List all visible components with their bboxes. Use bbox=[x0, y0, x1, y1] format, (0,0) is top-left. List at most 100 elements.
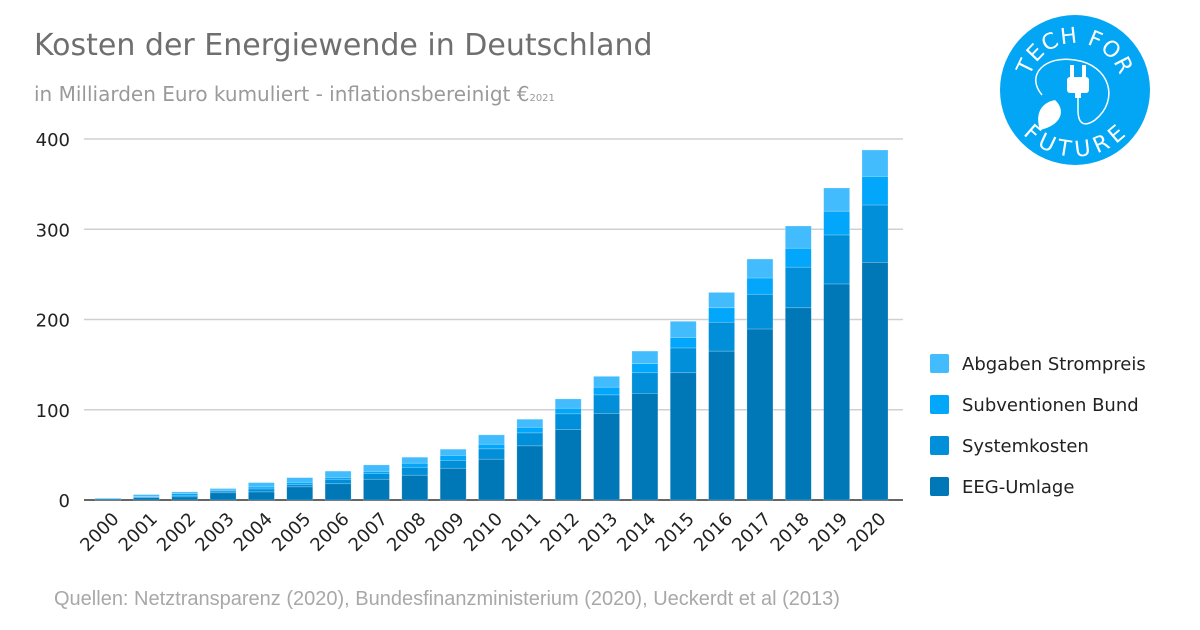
bar-segment-abgaben-strompreis bbox=[401, 456, 429, 464]
bar-segment-eeg-umlage bbox=[478, 458, 505, 501]
bar-segment-systemkosten bbox=[478, 448, 505, 460]
chart-title: Kosten der Energiewende in Deutschland bbox=[34, 28, 653, 63]
bar-segment-eeg-umlage bbox=[631, 393, 659, 501]
bar-segment-abgaben-strompreis bbox=[133, 494, 160, 497]
x-tick-label: 2018 bbox=[767, 509, 814, 556]
x-tick-label: 2019 bbox=[805, 509, 852, 556]
x-tick-label: 2003 bbox=[191, 509, 238, 556]
bar-segment-systemkosten bbox=[746, 293, 774, 330]
bar-stack-2020 bbox=[861, 149, 889, 501]
bar-stack-2015 bbox=[669, 321, 697, 501]
legend-swatch bbox=[930, 395, 949, 414]
bar-segment-eeg-umlage bbox=[439, 467, 467, 501]
bar-stack-2000 bbox=[94, 498, 122, 501]
bar-segment-systemkosten bbox=[401, 466, 429, 476]
bar-segment-abgaben-strompreis bbox=[823, 187, 850, 212]
bar-segment-eeg-umlage bbox=[554, 429, 582, 501]
bar-segment-eeg-umlage bbox=[861, 261, 889, 501]
bar-segment-subventionen-bund bbox=[133, 496, 160, 498]
bar-segment-subventionen-bund bbox=[823, 210, 850, 236]
bar-segment-systemkosten bbox=[554, 413, 582, 430]
bar-segment-subventionen-bund bbox=[746, 277, 774, 295]
legend-swatch bbox=[930, 477, 949, 496]
bar-stack-2019 bbox=[823, 187, 850, 501]
y-tick-label: 100 bbox=[36, 401, 70, 422]
subtitle-text: in Milliarden Euro kumuliert - inflation… bbox=[34, 82, 530, 106]
bar-segment-systemkosten bbox=[593, 394, 620, 414]
x-tick-label: 2000 bbox=[76, 509, 123, 556]
bar-stack-2002 bbox=[171, 491, 198, 501]
x-tick-label: 2010 bbox=[460, 509, 507, 556]
bar-segment-abgaben-strompreis bbox=[669, 321, 697, 338]
bar-stack-2018 bbox=[784, 225, 812, 501]
bar-segment-eeg-umlage bbox=[286, 486, 314, 501]
bar-stack-2001 bbox=[133, 494, 160, 501]
bar-segment-systemkosten bbox=[94, 498, 122, 500]
bar-segment-systemkosten bbox=[439, 459, 467, 469]
bar-segment-abgaben-strompreis bbox=[516, 418, 544, 428]
bar-segment-eeg-umlage bbox=[324, 483, 352, 501]
y-tick-label: 300 bbox=[36, 220, 70, 241]
plug-icon bbox=[1067, 65, 1089, 98]
bar-segment-abgaben-strompreis bbox=[478, 434, 505, 445]
bar-segment-eeg-umlage bbox=[248, 491, 275, 501]
bar-stack-2009 bbox=[439, 448, 467, 501]
bar-segment-systemkosten bbox=[708, 321, 735, 352]
y-tick-label: 0 bbox=[59, 491, 70, 512]
y-tick-label: 400 bbox=[36, 130, 70, 151]
cable-icon bbox=[1035, 58, 1110, 125]
bar-stack-2012 bbox=[554, 398, 582, 501]
bar-segment-eeg-umlage bbox=[171, 496, 198, 501]
bar-stack-2007 bbox=[363, 464, 390, 501]
x-tick-label: 2005 bbox=[268, 509, 315, 556]
bar-segment-subventionen-bund bbox=[593, 386, 620, 396]
bar-segment-subventionen-bund bbox=[363, 471, 390, 474]
bar-segment-abgaben-strompreis bbox=[324, 470, 352, 478]
bar-segment-abgaben-strompreis bbox=[439, 448, 467, 456]
bar-segment-subventionen-bund bbox=[478, 443, 505, 450]
bar-stack-2016 bbox=[708, 292, 735, 501]
x-tick-label: 2006 bbox=[306, 509, 353, 556]
bar-segment-abgaben-strompreis bbox=[708, 292, 735, 309]
bar-segment-subventionen-bund bbox=[554, 407, 582, 415]
source-note: Quellen: Netztransparenz (2020), Bundesf… bbox=[54, 588, 840, 610]
bar-segment-subventionen-bund bbox=[401, 462, 429, 468]
x-tick-label: 2011 bbox=[498, 509, 545, 556]
legend-swatch bbox=[930, 354, 949, 373]
x-tick-label: 2016 bbox=[690, 509, 737, 556]
legend-label: Systemkosten bbox=[962, 436, 1089, 457]
tech-for-future-logo: TECH FOR FUTURE bbox=[1000, 15, 1150, 165]
x-tick-label: 2001 bbox=[115, 509, 162, 556]
bar-segment-eeg-umlage bbox=[133, 497, 160, 501]
bar-segment-systemkosten bbox=[631, 372, 659, 394]
bar-stack-2003 bbox=[209, 488, 237, 501]
legend-swatch bbox=[930, 436, 949, 455]
bar-stack-2008 bbox=[401, 456, 429, 501]
bar-segment-systemkosten bbox=[861, 204, 889, 263]
bar-stack-2014 bbox=[631, 350, 659, 501]
bar-segment-systemkosten bbox=[784, 266, 812, 309]
bar-segment-eeg-umlage bbox=[363, 478, 390, 501]
bar-segment-systemkosten bbox=[823, 234, 850, 285]
bar-segment-eeg-umlage bbox=[593, 413, 620, 501]
bar-segment-eeg-umlage bbox=[708, 350, 735, 501]
bar-segment-abgaben-strompreis bbox=[248, 482, 275, 488]
bar-segment-subventionen-bund bbox=[516, 426, 544, 434]
bar-segment-systemkosten bbox=[324, 478, 352, 485]
y-tick-label: 200 bbox=[36, 311, 70, 332]
bar-segment-subventionen-bund bbox=[209, 489, 237, 492]
x-tick-label: 2007 bbox=[345, 509, 392, 556]
x-tick-label: 2002 bbox=[153, 509, 200, 556]
bar-stack-2017 bbox=[746, 258, 774, 501]
legend-label: Abgaben Strompreis bbox=[962, 354, 1146, 375]
x-tick-label: 2008 bbox=[383, 509, 430, 556]
bar-stack-2004 bbox=[248, 482, 275, 501]
x-tick-label: 2014 bbox=[613, 509, 660, 556]
legend-label: EEG-Umlage bbox=[962, 477, 1074, 498]
bar-segment-abgaben-strompreis bbox=[286, 477, 314, 483]
bar-segment-abgaben-strompreis bbox=[631, 350, 659, 365]
bar-segment-systemkosten bbox=[516, 432, 544, 447]
x-tick-label: 2004 bbox=[230, 509, 277, 556]
bar-stack-2013 bbox=[593, 376, 620, 501]
bar-segment-abgaben-strompreis bbox=[593, 376, 620, 388]
